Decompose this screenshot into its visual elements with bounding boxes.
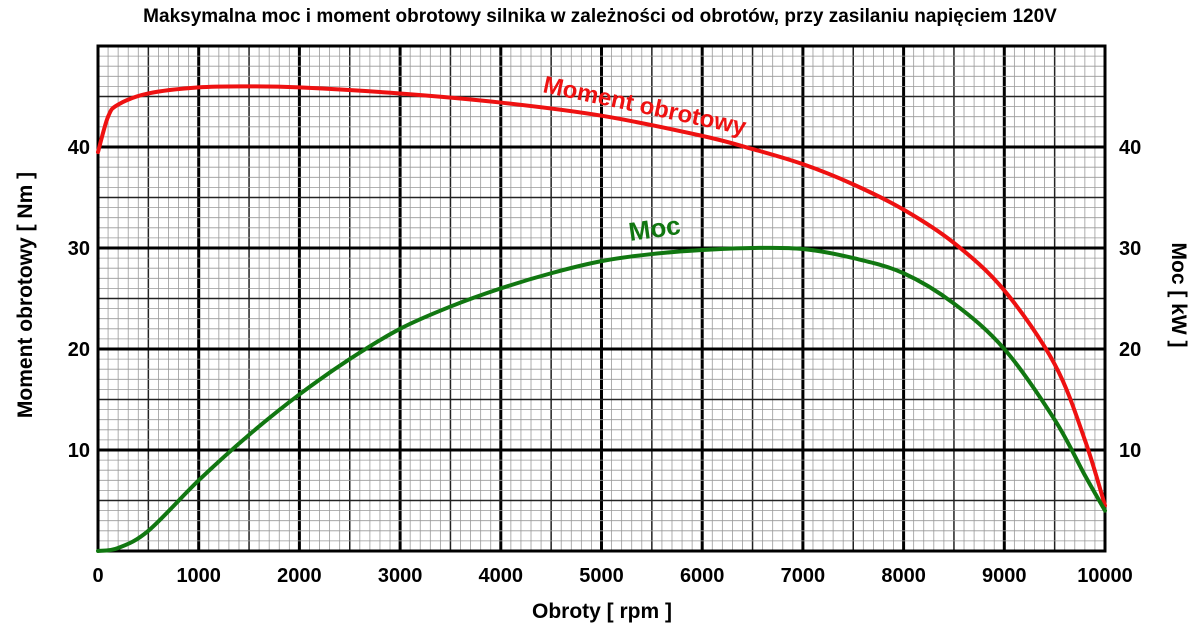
series-lines	[96, 84, 1107, 553]
y-tick-label-left: 30	[68, 238, 90, 260]
x-tick-label: 0	[92, 565, 103, 587]
x-tick-label: 9000	[982, 565, 1027, 587]
y-tick-label-right: 10	[1119, 440, 1141, 462]
y-tick-label-right: 30	[1119, 238, 1141, 260]
y-tick-label-right: 20	[1119, 339, 1141, 361]
y-tick-label-left: 10	[68, 440, 90, 462]
y-axis-label-left: Moment obrotowy [ Nm ]	[14, 172, 37, 418]
series-line-moment	[96, 84, 1107, 508]
x-tick-label: 7000	[781, 565, 826, 587]
y-tick-label-left: 20	[68, 339, 90, 361]
x-tick-label: 10000	[1077, 565, 1133, 587]
y-axis-label-right: Moc [ kW ]	[1167, 243, 1190, 348]
x-tick-label: 3000	[378, 565, 423, 587]
series-label-moc: Moc	[627, 210, 683, 247]
x-tick-label: 2000	[277, 565, 322, 587]
x-tick-label: 1000	[176, 565, 221, 587]
x-tick-label: 4000	[479, 565, 524, 587]
x-tick-label: 5000	[579, 565, 624, 587]
chart-title: Maksymalna moc i moment obrotowy silnika…	[143, 6, 1057, 27]
y-tick-label-right: 40	[1119, 137, 1141, 159]
plot-border	[96, 44, 1107, 553]
x-tick-label: 6000	[680, 565, 725, 587]
x-axis-label: Obroty [ rpm ]	[532, 600, 672, 623]
y-tick-label-left: 40	[68, 137, 90, 159]
grid	[96, 44, 1107, 553]
tick-labels: 0 1000 2000 3000 4000 5000 6000 7000 8000 9000 100…	[68, 137, 1142, 587]
series-line-moc	[96, 245, 1107, 553]
x-tick-label: 8000	[881, 565, 926, 587]
